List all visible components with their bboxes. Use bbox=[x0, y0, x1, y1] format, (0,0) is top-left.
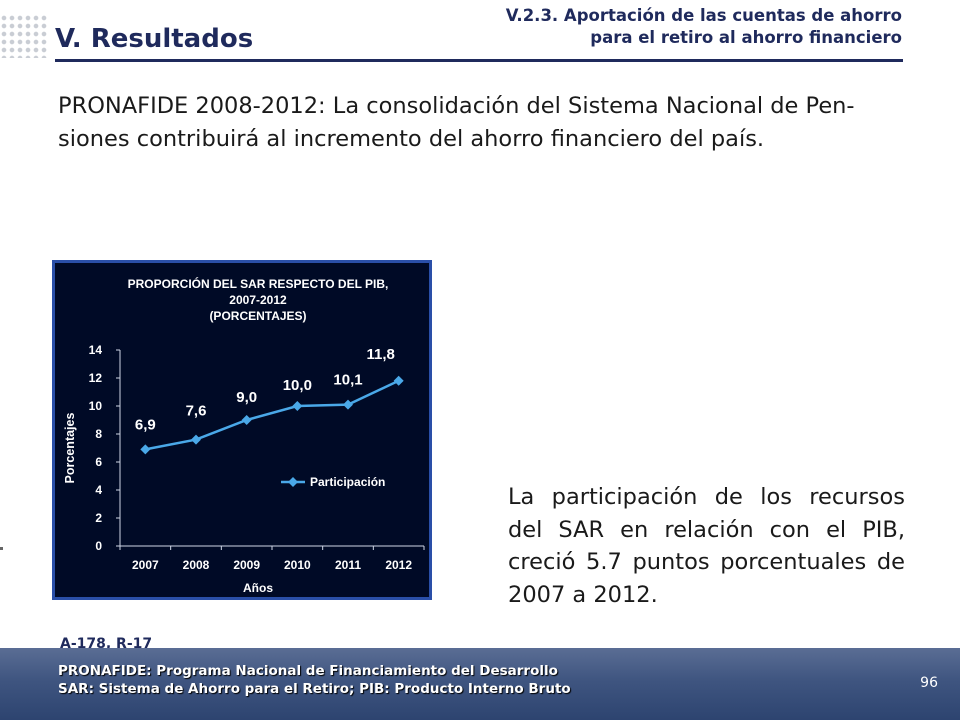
intro-paragraph: PRONAFIDE 2008-2012: La consolidación de… bbox=[58, 93, 855, 152]
summary-paragraph: La participación de los recursos del SAR… bbox=[508, 484, 905, 608]
footer-note-2: SAR: Sistema de Ahorro para el Retiro; P… bbox=[58, 681, 571, 697]
footer-notes: PRONAFIDE: Programa Nacional de Financia… bbox=[58, 662, 571, 698]
data-label: 10,0 bbox=[283, 377, 312, 394]
x-tick-label: 2010 bbox=[284, 558, 311, 572]
chart-canvas: PROPORCIÓN DEL SAR RESPECTO DEL PIB, 2007… bbox=[63, 276, 425, 595]
data-point-marker bbox=[292, 401, 303, 411]
data-point-marker bbox=[191, 434, 201, 445]
data-point-marker bbox=[343, 399, 353, 410]
legend-marker bbox=[288, 477, 298, 487]
x-axis-label: Años bbox=[243, 581, 273, 595]
y-tick-label: 0 bbox=[95, 539, 102, 553]
data-label: 6,9 bbox=[135, 416, 156, 433]
x-tick-label: 2012 bbox=[385, 558, 412, 572]
subtitle-line-2: para el retiro al ahorro financiero bbox=[590, 28, 902, 47]
slide-subtitle: V.2.3. Aportación de las cuentas de ahor… bbox=[402, 5, 902, 49]
footer-bar bbox=[0, 648, 960, 720]
y-tick-label: 14 bbox=[89, 343, 103, 357]
section-title: V. Resultados bbox=[55, 24, 254, 54]
decorative-dot-grid bbox=[0, 14, 48, 58]
series-line-participacion bbox=[145, 379, 400, 451]
x-tick-label: 2011 bbox=[335, 558, 361, 572]
line-chart: PROPORCIÓN DEL SAR RESPECTO DEL PIB, 2007… bbox=[52, 260, 432, 600]
x-tick-label: 2008 bbox=[183, 558, 210, 572]
y-tick-label: 4 bbox=[95, 483, 102, 497]
data-label: 7,6 bbox=[186, 403, 207, 420]
data-point-marker bbox=[140, 444, 151, 455]
chart-title-line-2: 2007-2012 bbox=[229, 293, 287, 307]
data-label: 9,0 bbox=[236, 389, 257, 406]
x-tick-label: 2009 bbox=[233, 558, 260, 572]
data-label: 11,8 bbox=[366, 346, 394, 363]
y-tick-label: 8 bbox=[95, 427, 102, 441]
header-rule bbox=[55, 59, 903, 62]
data-label: 10,1 bbox=[333, 372, 362, 389]
legend-label: Participación bbox=[310, 475, 385, 489]
y-tick-label: 2 bbox=[95, 511, 102, 525]
subtitle-line-1: V.2.3. Aportación de las cuentas de ahor… bbox=[505, 6, 902, 25]
y-axis-label: Porcentajes bbox=[63, 413, 77, 484]
edge-mark bbox=[0, 547, 3, 550]
chart-title-line-3: (PORCENTAJES) bbox=[209, 309, 306, 323]
x-tick-label: 2007 bbox=[132, 558, 159, 572]
chart-title-line-1: PROPORCIÓN DEL SAR RESPECTO DEL PIB, bbox=[128, 276, 389, 291]
data-point-marker bbox=[241, 415, 252, 425]
y-tick-label: 12 bbox=[89, 371, 103, 385]
data-point-marker bbox=[393, 375, 404, 386]
y-tick-label: 6 bbox=[95, 455, 102, 469]
page-number: 96 bbox=[920, 675, 938, 691]
y-tick-label: 10 bbox=[89, 399, 103, 413]
footer-note-1: PRONAFIDE: Programa Nacional de Financia… bbox=[58, 663, 558, 679]
